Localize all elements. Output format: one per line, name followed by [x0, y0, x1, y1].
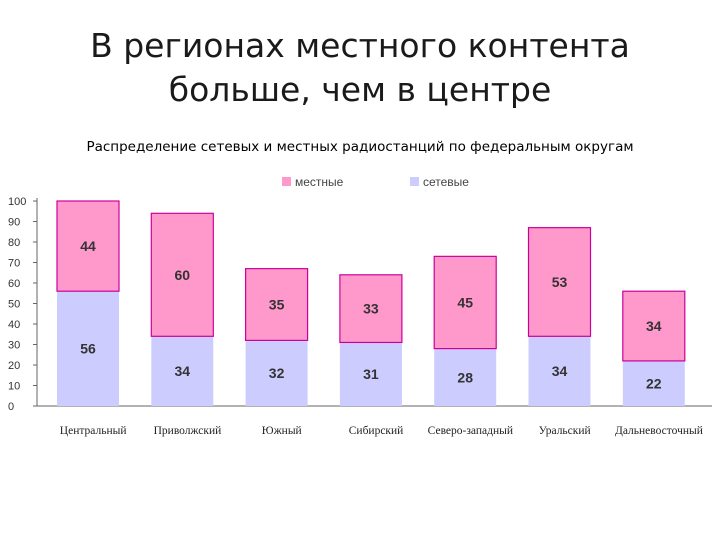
bar-local	[150, 212, 214, 337]
category-label: Южный	[262, 425, 302, 437]
y-tick-label: 40	[8, 319, 20, 331]
data-label-local: 35	[269, 297, 285, 313]
y-tick-label: 90	[8, 217, 20, 229]
legend-label: местные	[295, 175, 344, 189]
y-tick-label: 0	[8, 401, 14, 413]
data-label-network: 28	[457, 369, 473, 385]
legend-swatch	[410, 177, 419, 186]
y-tick-label: 70	[8, 258, 20, 270]
bar-network	[622, 360, 685, 406]
category-label: Уральский	[539, 425, 591, 437]
y-tick-label: 30	[8, 340, 20, 352]
bar-network	[434, 348, 497, 406]
data-label-local: 60	[175, 267, 191, 283]
category-label: Центральный	[60, 425, 127, 437]
title-line-1: В регионах местного контента	[90, 26, 630, 65]
y-tick-label: 20	[8, 360, 20, 372]
data-label-network: 22	[646, 375, 662, 391]
data-label-local: 33	[363, 301, 379, 317]
data-label-local: 34	[646, 318, 662, 334]
bar-local	[622, 290, 686, 362]
chart-subtitle: Распределение сетевых и местных радиоста…	[86, 139, 634, 155]
category-label: Приволжский	[154, 425, 222, 437]
data-label-network: 31	[363, 366, 379, 382]
data-label-network: 32	[269, 365, 285, 381]
bar-local	[245, 268, 309, 341]
bar-network	[339, 342, 402, 406]
legend-label: сетевые	[423, 175, 469, 189]
y-tick-label: 10	[8, 381, 20, 393]
data-label-network: 34	[552, 363, 568, 379]
data-label-local: 53	[552, 274, 568, 290]
bar-network	[528, 336, 591, 406]
bar-local	[433, 255, 497, 350]
title-line-2: больше, чем в центре	[168, 70, 552, 109]
legend-swatch	[282, 177, 291, 186]
category-label: Дальневосточный	[615, 425, 703, 437]
bar-local	[56, 200, 120, 292]
y-tick-label: 60	[8, 278, 20, 290]
slide-title: В регионах местного контента больше, чем…	[0, 24, 720, 112]
bar-local	[527, 227, 592, 337]
data-label-network: 34	[175, 363, 191, 379]
bar-network	[57, 291, 119, 406]
category-label: Сибирский	[349, 425, 404, 437]
data-label-network: 56	[80, 341, 96, 357]
y-tick-label: 80	[8, 237, 20, 249]
y-tick-label: 50	[8, 299, 20, 311]
data-label-local: 44	[80, 238, 96, 254]
bar-local	[339, 274, 403, 344]
bar-network	[151, 336, 214, 406]
data-label-local: 45	[457, 294, 473, 310]
bar-network	[245, 340, 308, 406]
category-label: Северо-западный	[428, 425, 513, 437]
y-tick-label: 100	[8, 196, 26, 208]
